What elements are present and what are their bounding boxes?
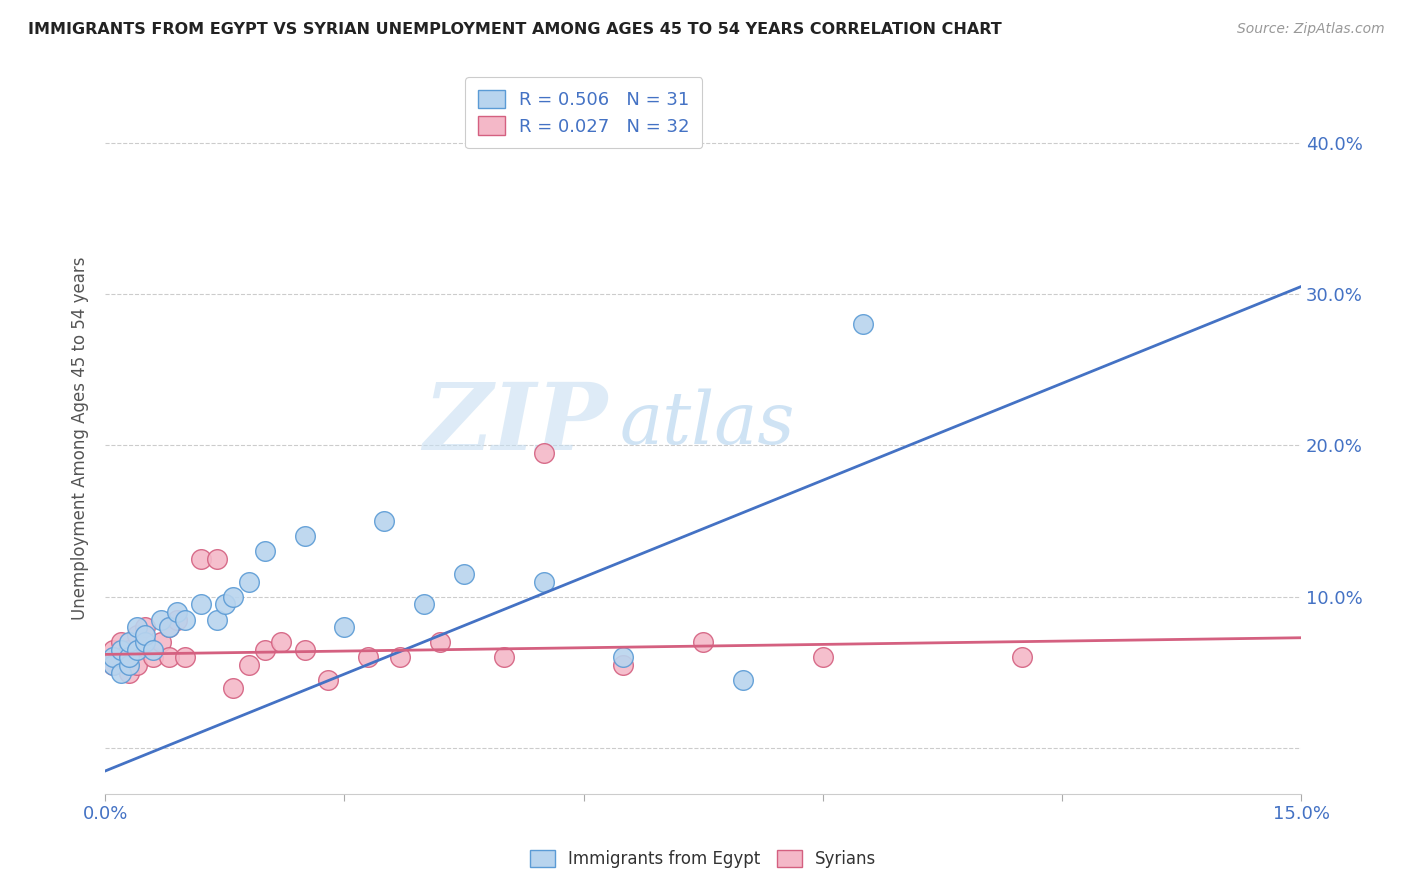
Point [127,658,149,673]
Point [222,681,245,695]
Point [118,650,141,665]
Point [166,605,188,619]
Point [692,635,714,649]
Legend: R = 0.506   N = 31, R = 0.027   N = 32: R = 0.506 N = 31, R = 0.027 N = 32 [465,77,702,148]
Point [253,544,276,558]
Point [118,643,141,657]
Point [533,446,555,460]
Point [294,529,316,543]
Point [333,620,356,634]
Point [157,620,180,634]
Point [103,658,125,673]
Point [134,635,156,649]
Text: IMMIGRANTS FROM EGYPT VS SYRIAN UNEMPLOYMENT AMONG AGES 45 TO 54 YEARS CORRELATI: IMMIGRANTS FROM EGYPT VS SYRIAN UNEMPLOY… [28,22,1002,37]
Point [429,635,451,649]
Point [190,598,212,612]
Point [103,650,125,665]
Point [127,643,149,657]
Y-axis label: Unemployment Among Ages 45 to 54 years: Unemployment Among Ages 45 to 54 years [72,256,89,620]
Point [357,650,380,665]
Point [389,650,412,665]
Point [453,567,475,582]
Point [142,643,165,657]
Point [127,620,149,634]
Point [214,598,236,612]
Point [174,650,197,665]
Point [150,635,173,649]
Point [103,643,125,657]
Point [238,574,260,589]
Point [127,628,149,642]
Point [110,650,132,665]
Point [811,650,834,665]
Point [142,650,165,665]
Point [174,613,197,627]
Point [612,650,634,665]
Point [852,318,875,332]
Text: ZIP: ZIP [423,379,607,468]
Point [157,650,180,665]
Point [205,552,228,566]
Point [612,658,634,673]
Point [413,598,436,612]
Point [110,643,132,657]
Point [373,514,395,528]
Text: Source: ZipAtlas.com: Source: ZipAtlas.com [1237,22,1385,37]
Point [238,658,260,673]
Point [103,658,125,673]
Point [205,613,228,627]
Point [190,552,212,566]
Point [253,643,276,657]
Point [533,574,555,589]
Point [118,658,141,673]
Point [294,643,316,657]
Point [134,628,156,642]
Point [110,635,132,649]
Point [318,673,340,687]
Point [492,650,515,665]
Point [157,620,180,634]
Point [270,635,292,649]
Point [731,673,754,687]
Legend: Immigrants from Egypt, Syrians: Immigrants from Egypt, Syrians [523,843,883,875]
Point [1011,650,1033,665]
Text: atlas: atlas [620,388,794,459]
Point [118,635,141,649]
Point [134,620,156,634]
Point [222,590,245,604]
Point [110,665,132,680]
Point [118,665,141,680]
Point [150,613,173,627]
Point [166,613,188,627]
